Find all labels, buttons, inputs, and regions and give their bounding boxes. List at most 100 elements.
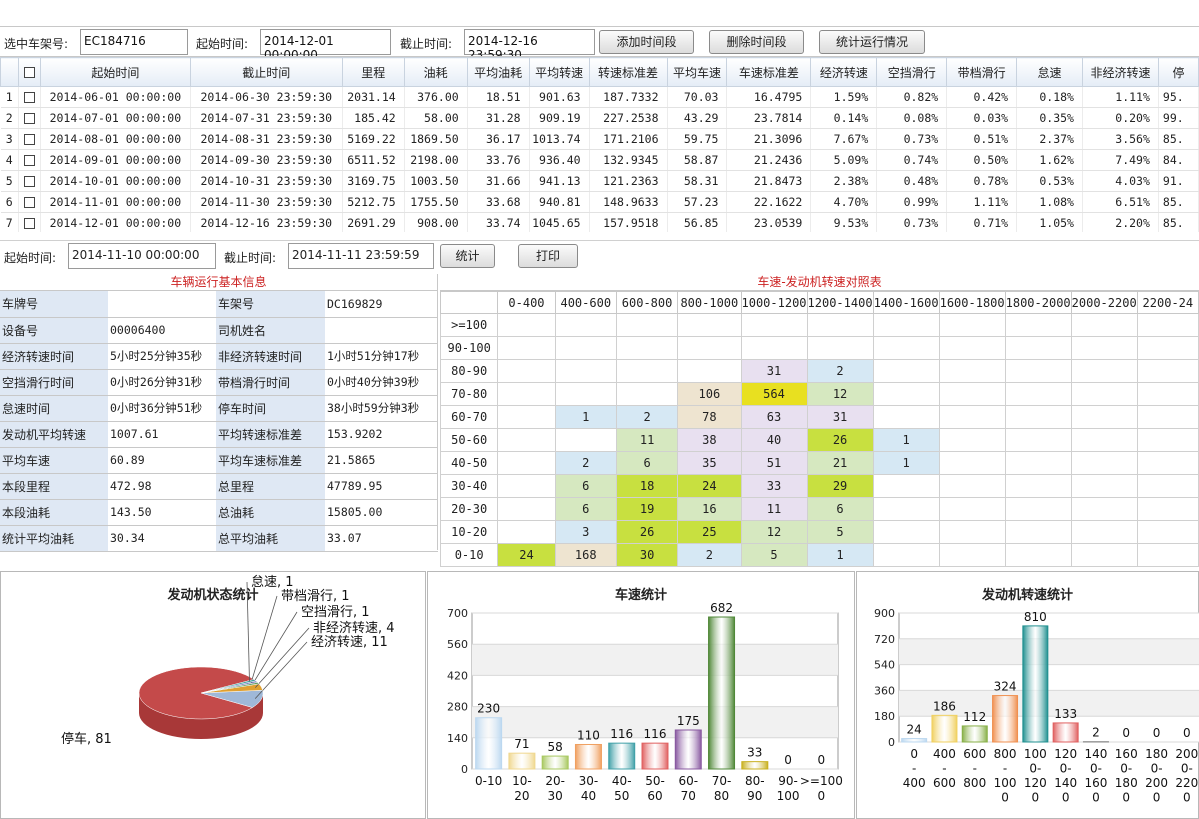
x-tick-label-line: 220	[1175, 776, 1198, 790]
matrix-cell	[1136, 451, 1199, 475]
rpm-range-header: 1200-1400	[806, 291, 874, 314]
print-button[interactable]: 打印	[518, 244, 578, 268]
matrix-cell: 2	[554, 451, 617, 475]
column-header[interactable]: 转速标准差	[588, 57, 668, 87]
table-cell: 1.08%	[1016, 191, 1083, 213]
bar-value-label: 186	[933, 699, 956, 713]
column-header[interactable]: 怠速	[1016, 57, 1083, 87]
table-row[interactable]: 4 2014-09-01 00:00:00 2014-09-30 23:59:30 6…	[0, 149, 1199, 171]
stats-run-button[interactable]: 统计运行情况	[819, 30, 925, 54]
grid-band	[472, 706, 838, 738]
table-cell: 6.51%	[1082, 191, 1159, 213]
bar-value-label: 110	[577, 728, 600, 742]
table-cell: 171.2106	[589, 128, 668, 150]
column-header[interactable]: 起始时间	[39, 57, 191, 87]
table-cell: 95.	[1158, 86, 1199, 108]
table-row[interactable]: 2 2014-07-01 00:00:00 2014-07-31 23:59:30 1…	[0, 107, 1199, 129]
table-cell: 376.00	[404, 86, 468, 108]
column-header[interactable]: 平均油耗	[466, 57, 530, 87]
column-header[interactable]: 经济转速	[810, 57, 878, 87]
bar	[641, 742, 669, 770]
row-checkbox[interactable]	[23, 92, 35, 103]
info-value: 153.9202	[325, 421, 438, 448]
column-header[interactable]: 平均转速	[528, 57, 590, 87]
analysis-stat-button[interactable]: 统计	[440, 244, 495, 268]
matrix-cell: 2	[677, 543, 742, 567]
row-select-cell[interactable]	[18, 191, 41, 213]
row-select-cell[interactable]	[18, 149, 41, 171]
matrix-cell: 78	[677, 405, 742, 429]
table-row[interactable]: 7 2014-12-01 00:00:00 2014-12-16 23:59:30 2…	[0, 212, 1199, 232]
column-header[interactable]: 车速标准差	[726, 57, 812, 87]
analysis-start-input[interactable]: 2014-11-10 00:00:00	[68, 243, 216, 269]
table-row[interactable]: 1 2014-06-01 00:00:00 2014-06-30 23:59:30 2…	[0, 86, 1199, 108]
add-period-button[interactable]: 添加时间段	[599, 30, 694, 54]
column-header[interactable]: 里程	[341, 57, 405, 87]
matrix-cell: 1	[554, 405, 617, 429]
column-header[interactable]: 平均车速	[666, 57, 728, 87]
table-row[interactable]: 3 2014-08-01 00:00:00 2014-08-31 23:59:30 5…	[0, 128, 1199, 150]
info-row: 设备号 00006400 司机姓名	[0, 317, 438, 344]
column-header[interactable]: 截止时间	[189, 57, 343, 87]
column-header[interactable]: 带档滑行	[946, 57, 1018, 87]
column-header[interactable]: 空挡滑行	[876, 57, 948, 87]
start-time-input[interactable]: 2014-12-01 00:00:00	[260, 29, 391, 62]
bar-value-label: 324	[994, 680, 1017, 694]
vehicle-info-title: 车辆运行基本信息	[0, 274, 437, 291]
table-row[interactable]: 5 2014-10-01 00:00:00 2014-10-31 23:59:30 3…	[0, 170, 1199, 192]
row-select-cell[interactable]	[18, 86, 41, 108]
column-header[interactable]: 停	[1157, 57, 1199, 87]
table-cell: 0.74%	[876, 149, 948, 171]
row-checkbox[interactable]	[23, 218, 35, 229]
y-tick-label: 560	[447, 638, 468, 651]
table-row[interactable]: 6 2014-11-01 00:00:00 2014-11-30 23:59:30 5…	[0, 191, 1199, 213]
matrix-cell	[497, 405, 556, 429]
matrix-cell	[1136, 382, 1199, 406]
matrix-cell: 25	[677, 520, 742, 544]
chassis-input[interactable]: EC184716	[80, 29, 188, 55]
matrix-cell	[497, 497, 556, 521]
row-checkbox[interactable]	[23, 197, 35, 208]
matrix-cell	[1004, 336, 1072, 360]
speed-stats-title: 车速统计	[614, 588, 667, 603]
bar	[1052, 722, 1079, 743]
row-checkbox[interactable]	[23, 134, 35, 145]
row-select-cell[interactable]	[18, 107, 41, 129]
matrix-title: 车速-发动机转速对照表	[440, 274, 1199, 291]
column-header[interactable]: 非经济转速	[1081, 57, 1159, 87]
select-all-checkbox[interactable]	[23, 67, 35, 78]
grid-band	[899, 638, 1199, 665]
row-checkbox[interactable]	[23, 155, 35, 166]
row-select-cell[interactable]	[18, 170, 41, 192]
select-all-header[interactable]	[17, 57, 41, 87]
x-tick-label-line: 0-	[1181, 762, 1193, 776]
pie-leader-line	[250, 595, 278, 683]
row-select-cell[interactable]	[18, 212, 41, 232]
row-number: 2	[0, 107, 19, 129]
table-cell: 84.	[1158, 149, 1199, 171]
row-checkbox[interactable]	[23, 113, 35, 124]
row-checkbox[interactable]	[23, 176, 35, 187]
matrix-cell	[806, 313, 874, 337]
x-tick-label: 70	[681, 789, 696, 803]
table-cell: 2198.00	[404, 149, 468, 171]
table-cell: 121.2363	[589, 170, 668, 192]
x-tick-label-line: 0	[1122, 791, 1130, 805]
table-cell: 57.23	[667, 191, 728, 213]
x-tick-label: 20	[514, 789, 529, 803]
info-label: 平均车速标准差	[216, 447, 325, 474]
delete-period-button[interactable]: 删除时间段	[709, 30, 804, 54]
end-time-input[interactable]: 2014-12-16 23:59:30	[464, 29, 595, 62]
bar-value-label: 810	[1024, 610, 1047, 624]
x-tick-label-line: 100	[1024, 747, 1047, 761]
row-select-cell[interactable]	[18, 128, 41, 150]
start-time-label: 起始时间:	[196, 37, 249, 51]
analysis-end-input[interactable]: 2014-11-11 23:59:59	[288, 243, 434, 269]
table-cell: 56.85	[667, 212, 728, 232]
x-tick-label-line: 0-	[1151, 762, 1163, 776]
column-header[interactable]: 油耗	[403, 57, 468, 87]
matrix-cell	[1136, 543, 1199, 567]
x-tick-label: 60-	[678, 774, 698, 788]
table-cell: 2014-09-01 00:00:00	[40, 149, 191, 171]
